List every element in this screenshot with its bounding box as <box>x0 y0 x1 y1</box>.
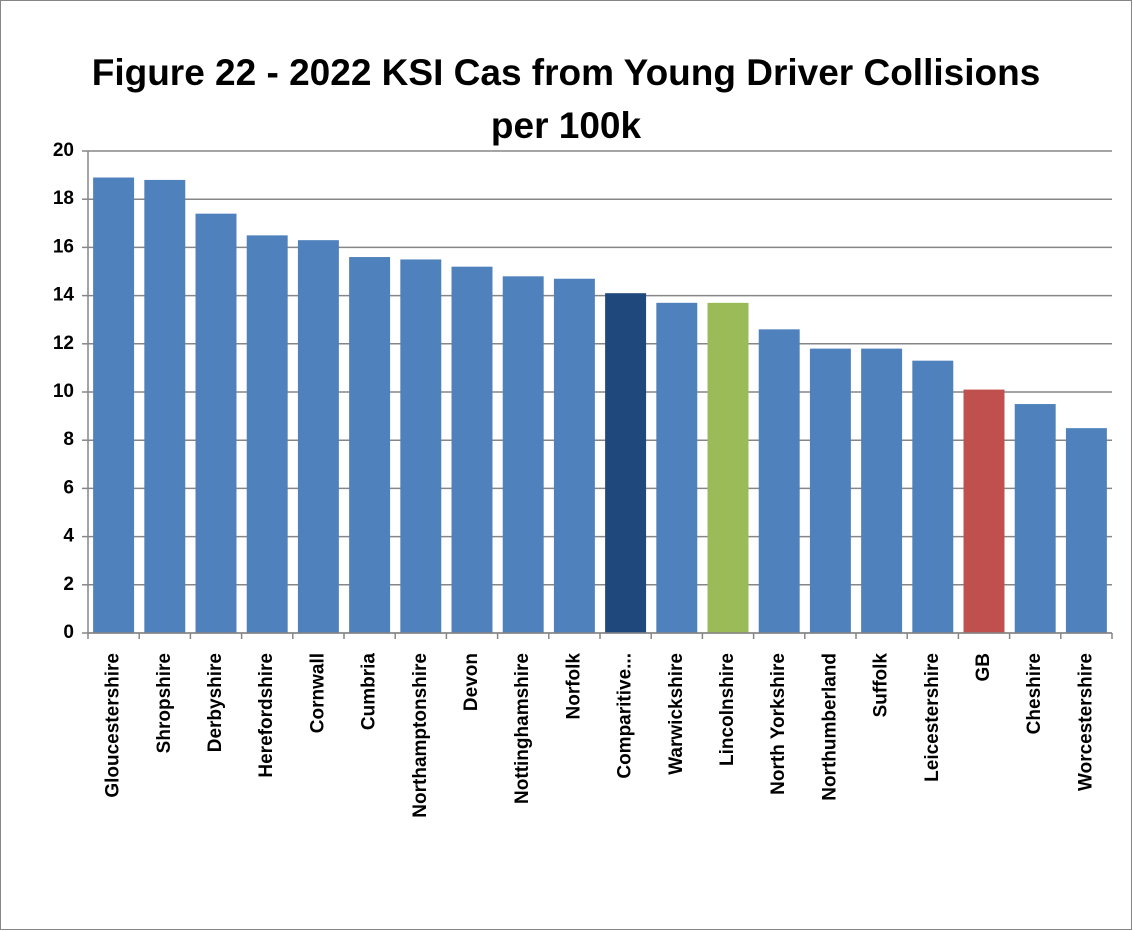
x-tick-label: Cumbria <box>359 653 380 731</box>
bar <box>861 348 903 633</box>
bar <box>502 276 544 633</box>
bar <box>1014 404 1056 633</box>
bar <box>809 348 851 633</box>
y-tick-label: 2 <box>63 574 74 595</box>
bar <box>144 179 186 634</box>
x-tick-label: Nottinghamshire <box>512 653 533 804</box>
y-tick-label: 16 <box>53 236 74 257</box>
y-tick-label: 8 <box>63 429 74 450</box>
bar <box>912 360 954 633</box>
bar <box>349 257 391 633</box>
y-tick-label: 4 <box>63 526 74 547</box>
x-tick-label: Suffolk <box>871 653 892 718</box>
bar <box>758 329 800 633</box>
chart-title: Figure 22 - 2022 KSI Cas from Young Driv… <box>91 52 1041 146</box>
x-tick-label: Cornwall <box>307 653 328 733</box>
bar <box>707 302 749 633</box>
y-tick-label: 12 <box>53 333 74 354</box>
x-tick-label: North Yorkshire <box>768 653 789 795</box>
x-tick-label: Leicestershire <box>922 653 943 782</box>
y-tick-label: 10 <box>53 381 74 402</box>
x-tick-label: Herefordshire <box>256 653 277 778</box>
y-tick-label: 20 <box>53 140 74 161</box>
x-tick-label: Devon <box>461 653 482 711</box>
bar <box>656 302 698 633</box>
bar <box>963 389 1005 633</box>
bar <box>605 293 647 633</box>
x-tick-label: Cheshire <box>1024 653 1045 734</box>
bar <box>195 213 237 633</box>
x-tick-label: GB <box>973 653 994 682</box>
y-tick-label: 18 <box>53 188 74 209</box>
bar <box>297 240 339 634</box>
bar <box>93 177 135 633</box>
x-tick-label: Northumberland <box>819 653 840 801</box>
x-tick-label: Worcestershire <box>1075 653 1096 791</box>
x-tick-label: Comparitive... <box>615 653 636 779</box>
x-tick-label: Shropshire <box>154 653 175 753</box>
bar <box>451 266 493 633</box>
y-tick-label: 14 <box>53 285 75 306</box>
y-tick-label: 0 <box>63 622 74 643</box>
bar <box>246 235 288 633</box>
x-tick-label: Gloucestershire <box>103 653 124 798</box>
x-tick-label: Derbyshire <box>205 653 226 752</box>
x-tick-label: Warwickshire <box>666 653 687 775</box>
x-tick-label: Lincolnshire <box>717 653 738 766</box>
bar <box>553 278 595 633</box>
bar <box>400 259 442 633</box>
y-tick-label: 6 <box>63 477 74 498</box>
bar <box>1065 428 1107 633</box>
x-tick-label: Norfolk <box>563 653 584 720</box>
x-tick-label: Northamptonshire <box>410 653 431 818</box>
